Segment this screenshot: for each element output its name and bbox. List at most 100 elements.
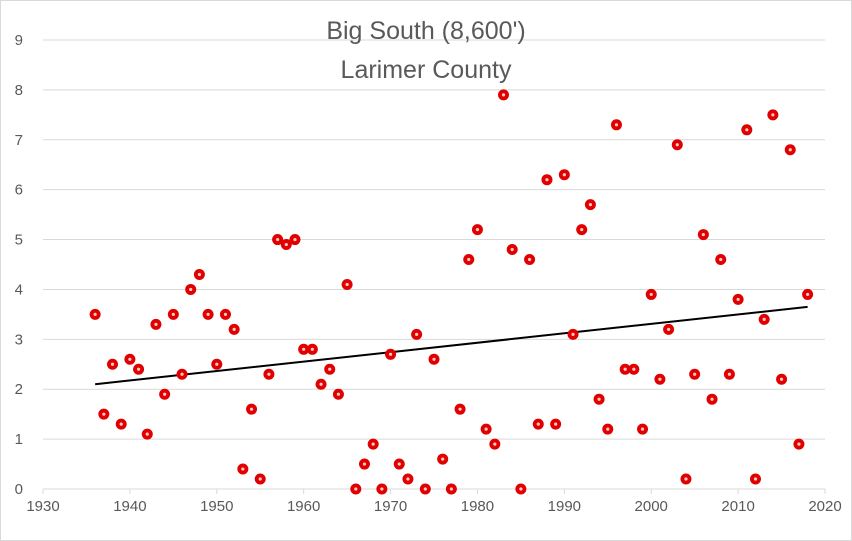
data-point-highlight xyxy=(119,422,123,426)
data-point-highlight xyxy=(423,487,427,491)
data-point-highlight xyxy=(684,477,688,481)
data-point xyxy=(463,254,475,266)
data-point-highlight xyxy=(701,232,705,237)
data-points xyxy=(89,89,814,495)
data-point-highlight xyxy=(623,367,627,371)
data-point xyxy=(645,288,657,300)
data-point xyxy=(506,244,518,256)
data-point-highlight xyxy=(658,377,662,381)
x-tick-label: 1940 xyxy=(113,498,146,515)
chart-subtitle: Larimer County xyxy=(341,56,512,84)
trendline-layer xyxy=(95,305,808,386)
data-point xyxy=(471,224,483,236)
data-point-highlight xyxy=(545,178,549,182)
data-point xyxy=(723,368,735,380)
data-point xyxy=(610,119,622,131)
data-point-highlight xyxy=(241,467,245,471)
data-point xyxy=(749,473,761,485)
x-tick-label: 1980 xyxy=(461,498,494,515)
data-point xyxy=(159,388,171,400)
data-point xyxy=(254,473,266,485)
data-point-highlight xyxy=(501,93,506,97)
x-tick-label: 2010 xyxy=(721,498,754,515)
data-point xyxy=(445,483,457,495)
data-point-highlight xyxy=(588,203,593,207)
data-point-highlight xyxy=(284,242,288,247)
data-point xyxy=(141,428,153,440)
data-point-highlight xyxy=(519,487,523,491)
data-point-highlight xyxy=(293,237,297,242)
axes: 0 1 2 3 4 5 6 7 8 9 1930 1940 1950 1960 1970 1980 1990 20… xyxy=(15,32,842,515)
data-point xyxy=(663,323,675,335)
data-point xyxy=(437,453,449,465)
data-point-highlight xyxy=(397,462,401,466)
data-point xyxy=(263,368,275,380)
data-point xyxy=(176,368,188,380)
data-point-highlight xyxy=(154,322,158,326)
data-point xyxy=(411,328,423,340)
data-point xyxy=(541,174,553,186)
data-point xyxy=(124,353,136,365)
data-point-highlight xyxy=(614,123,619,127)
data-point-highlight xyxy=(649,292,653,297)
data-point xyxy=(237,463,249,475)
data-point-highlight xyxy=(475,227,480,232)
data-point xyxy=(680,473,692,485)
data-point-highlight xyxy=(606,427,610,431)
y-tick-label: 5 xyxy=(15,232,23,249)
data-point xyxy=(593,393,605,405)
data-point-highlight xyxy=(267,372,271,376)
y-tick-label: 2 xyxy=(15,381,23,398)
data-point-highlight xyxy=(710,397,714,401)
data-point-highlight xyxy=(388,352,393,356)
data-point-highlight xyxy=(788,148,792,152)
data-point-highlight xyxy=(753,477,758,481)
data-point xyxy=(784,144,796,156)
data-point-highlight xyxy=(493,442,497,446)
data-point xyxy=(602,423,614,435)
data-point-highlight xyxy=(484,427,488,431)
data-point-highlight xyxy=(197,272,201,277)
y-tick-label: 0 xyxy=(15,481,23,498)
data-point-highlight xyxy=(206,312,210,316)
data-point xyxy=(419,483,431,495)
data-point-highlight xyxy=(136,367,141,371)
chart-title: Big South (8,600') xyxy=(326,17,525,45)
data-point-highlight xyxy=(163,392,167,396)
data-point xyxy=(637,423,649,435)
linear-trendline xyxy=(95,305,808,386)
data-point-highlight xyxy=(562,173,566,177)
data-point-highlight xyxy=(276,237,280,242)
data-point xyxy=(367,438,379,450)
y-tick-label: 3 xyxy=(15,331,23,348)
data-point xyxy=(202,308,214,320)
data-point-highlight xyxy=(354,487,358,491)
y-tick-label: 9 xyxy=(15,32,23,49)
data-point-highlight xyxy=(779,377,784,381)
data-point xyxy=(324,363,336,375)
data-point xyxy=(98,408,110,420)
x-tick-label: 1990 xyxy=(548,498,581,515)
gridlines xyxy=(43,39,825,440)
data-point xyxy=(402,473,414,485)
data-point-highlight xyxy=(232,327,236,331)
data-point xyxy=(167,308,179,320)
y-tick-label: 1 xyxy=(15,431,23,448)
data-point-highlight xyxy=(571,332,575,336)
data-point xyxy=(576,224,588,236)
data-point-highlight xyxy=(597,397,601,401)
data-point xyxy=(706,393,718,405)
data-point xyxy=(115,418,127,430)
data-point xyxy=(246,403,258,415)
data-point xyxy=(228,323,240,335)
data-point xyxy=(350,483,362,495)
data-point-highlight xyxy=(736,297,740,302)
data-point xyxy=(741,124,753,136)
data-point xyxy=(280,239,292,251)
data-point-highlight xyxy=(406,477,410,481)
data-point xyxy=(428,353,440,365)
data-point-highlight xyxy=(110,362,115,366)
data-point xyxy=(185,283,197,295)
data-point xyxy=(480,423,492,435)
